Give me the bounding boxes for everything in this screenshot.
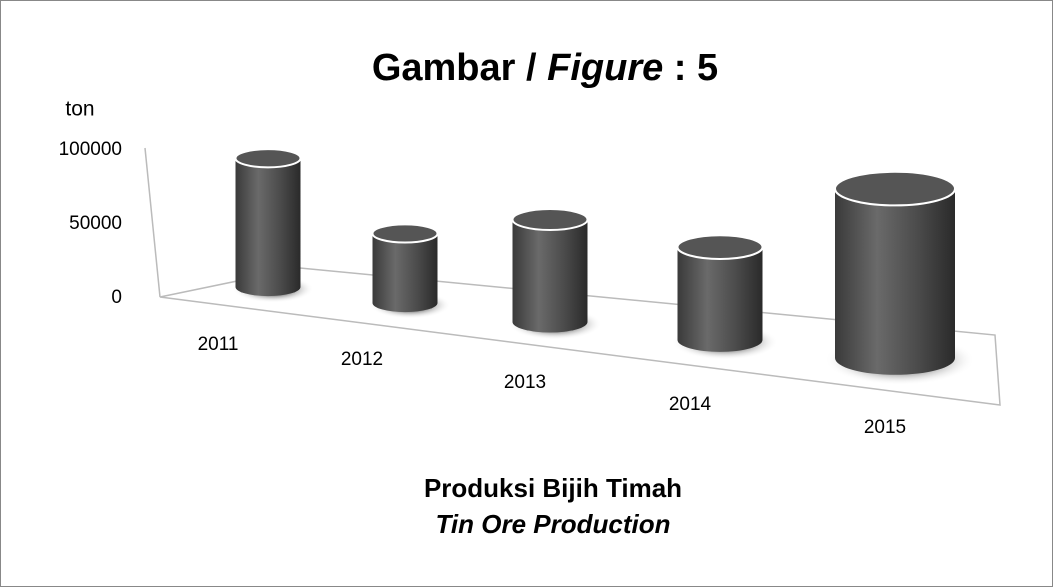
x-tick-label: 2011	[198, 334, 239, 355]
bar-top	[834, 170, 956, 207]
y-tick-label: 0	[111, 287, 122, 308]
y-axis-label: ton	[65, 98, 94, 121]
subtitle: Tin Ore Production	[436, 509, 671, 539]
title-part: Figure	[547, 47, 663, 89]
bar	[372, 233, 438, 313]
bar-top	[234, 148, 302, 169]
y-tick-label: 100000	[59, 139, 122, 160]
bar	[235, 158, 301, 297]
y-axis	[144, 147, 161, 298]
bar-top	[511, 208, 589, 232]
x-tick-label: 2015	[864, 417, 906, 438]
title-part: : 5	[663, 47, 718, 89]
bar	[512, 219, 588, 333]
x-tick-label: 2012	[341, 349, 383, 370]
title-part: Gambar /	[372, 47, 547, 89]
bar-top	[371, 223, 439, 244]
subtitle: Produksi Bijih Timah	[424, 473, 682, 503]
y-tick-label: 50000	[69, 213, 122, 234]
bar	[835, 188, 955, 375]
chart-title: Gambar / Figure : 5	[372, 47, 718, 89]
x-tick-label: 2014	[669, 394, 712, 415]
bar	[677, 247, 763, 352]
x-tick-label: 2013	[504, 372, 546, 393]
bar-top	[676, 234, 764, 261]
